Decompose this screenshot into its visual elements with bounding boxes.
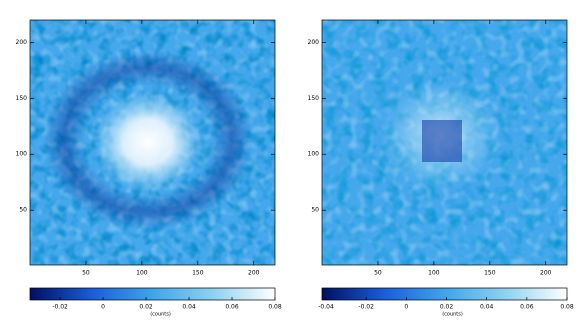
x-tick-label: 150 [192, 270, 204, 277]
x-tick-label: 100 [428, 270, 440, 277]
plot-frame [321, 19, 568, 266]
panels: 50 100 150 200 50 100 150 200 -0.02 0 0.02 0.04 0.06… [16, 19, 574, 318]
colorbar-tick-label: 0 [404, 304, 408, 311]
colorbar-tick-label: 0.06 [225, 304, 239, 311]
colorbar-tick-label: -0.02 [358, 304, 374, 311]
x-tick-label: 200 [540, 270, 552, 277]
y-tick-label: 150 [16, 95, 28, 102]
x-tick-label: 200 [248, 270, 260, 277]
colorbar [321, 287, 568, 301]
y-tick-label: 50 [311, 207, 319, 214]
colorbar-tick-label: 0.04 [182, 304, 196, 311]
plot-frame [29, 19, 276, 266]
colorbar-tick-label: 0.04 [480, 304, 494, 311]
y-tick-label: 200 [16, 39, 28, 46]
colorbar-tick-label: 0.08 [268, 304, 282, 311]
colorbar-tick-label: 0.02 [139, 304, 153, 311]
colorbar-tick-label: 0.08 [560, 304, 574, 311]
y-tick-label: 200 [308, 39, 320, 46]
colorbar-tick-label: -0.02 [52, 304, 68, 311]
y-tick-label: 100 [308, 151, 320, 158]
center-blob [93, 92, 203, 192]
colorbar-tick-label: 0.02 [440, 304, 454, 311]
x-tick-label: 50 [374, 270, 382, 277]
center-pattern [422, 120, 462, 162]
x-tick-label: 50 [82, 270, 90, 277]
x-tick-label: 150 [484, 270, 496, 277]
y-tick-label: 100 [16, 151, 28, 158]
colorbar-label: (counts) [150, 312, 171, 318]
y-tick-label: 150 [308, 95, 320, 102]
y-tick-label: 50 [19, 207, 27, 214]
x-tick-label: 100 [136, 270, 148, 277]
colorbar [29, 287, 276, 301]
colorbar-tick-label: -0.04 [318, 304, 334, 311]
colorbar-tick-label: 0.06 [520, 304, 534, 311]
colorbar-label: (counts) [442, 312, 463, 318]
colorbar-tick-label: 0 [101, 304, 105, 311]
